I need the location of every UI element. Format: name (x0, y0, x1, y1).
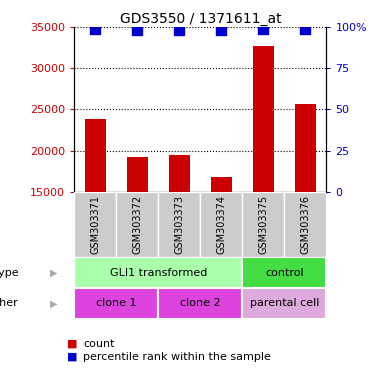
Bar (242, 288, 326, 319)
Bar (158, 288, 242, 319)
Point (260, 25, 266, 31)
Text: cell type: cell type (0, 268, 19, 278)
Text: percentile rank within the sample: percentile rank within the sample (83, 352, 271, 362)
Title: GDS3550 / 1371611_at: GDS3550 / 1371611_at (119, 12, 281, 26)
Bar (242, 257, 326, 288)
Bar (74, 288, 158, 319)
Text: clone 1: clone 1 (96, 298, 137, 308)
Bar (74, 257, 242, 288)
Bar (242, 192, 285, 257)
Text: count: count (83, 339, 115, 349)
Text: other: other (0, 298, 19, 308)
Text: parental cell: parental cell (250, 298, 319, 308)
Text: ▶: ▶ (50, 268, 58, 278)
Bar (295, 104, 316, 316)
Bar (285, 192, 326, 257)
Bar (253, 46, 274, 316)
Point (134, 27, 140, 33)
Text: GSM303376: GSM303376 (301, 195, 311, 254)
Bar (127, 157, 148, 316)
Bar (211, 177, 232, 316)
Point (302, 25, 308, 31)
Text: GSM303371: GSM303371 (90, 195, 100, 254)
Bar (158, 192, 200, 257)
Bar (200, 192, 242, 257)
Bar (116, 192, 158, 257)
Bar (85, 119, 106, 316)
Bar (74, 192, 116, 257)
Bar (169, 155, 190, 316)
Text: ▶: ▶ (50, 298, 58, 308)
Text: control: control (265, 268, 304, 278)
Text: GSM303375: GSM303375 (259, 195, 268, 254)
Text: GSM303374: GSM303374 (216, 195, 226, 254)
Text: clone 2: clone 2 (180, 298, 221, 308)
Point (219, 27, 224, 33)
Point (176, 27, 182, 33)
Text: GSM303372: GSM303372 (132, 195, 142, 254)
Text: ■: ■ (67, 339, 77, 349)
Text: GSM303373: GSM303373 (174, 195, 184, 254)
Text: ■: ■ (67, 352, 77, 362)
Text: GLI1 transformed: GLI1 transformed (109, 268, 207, 278)
Point (92, 25, 98, 31)
